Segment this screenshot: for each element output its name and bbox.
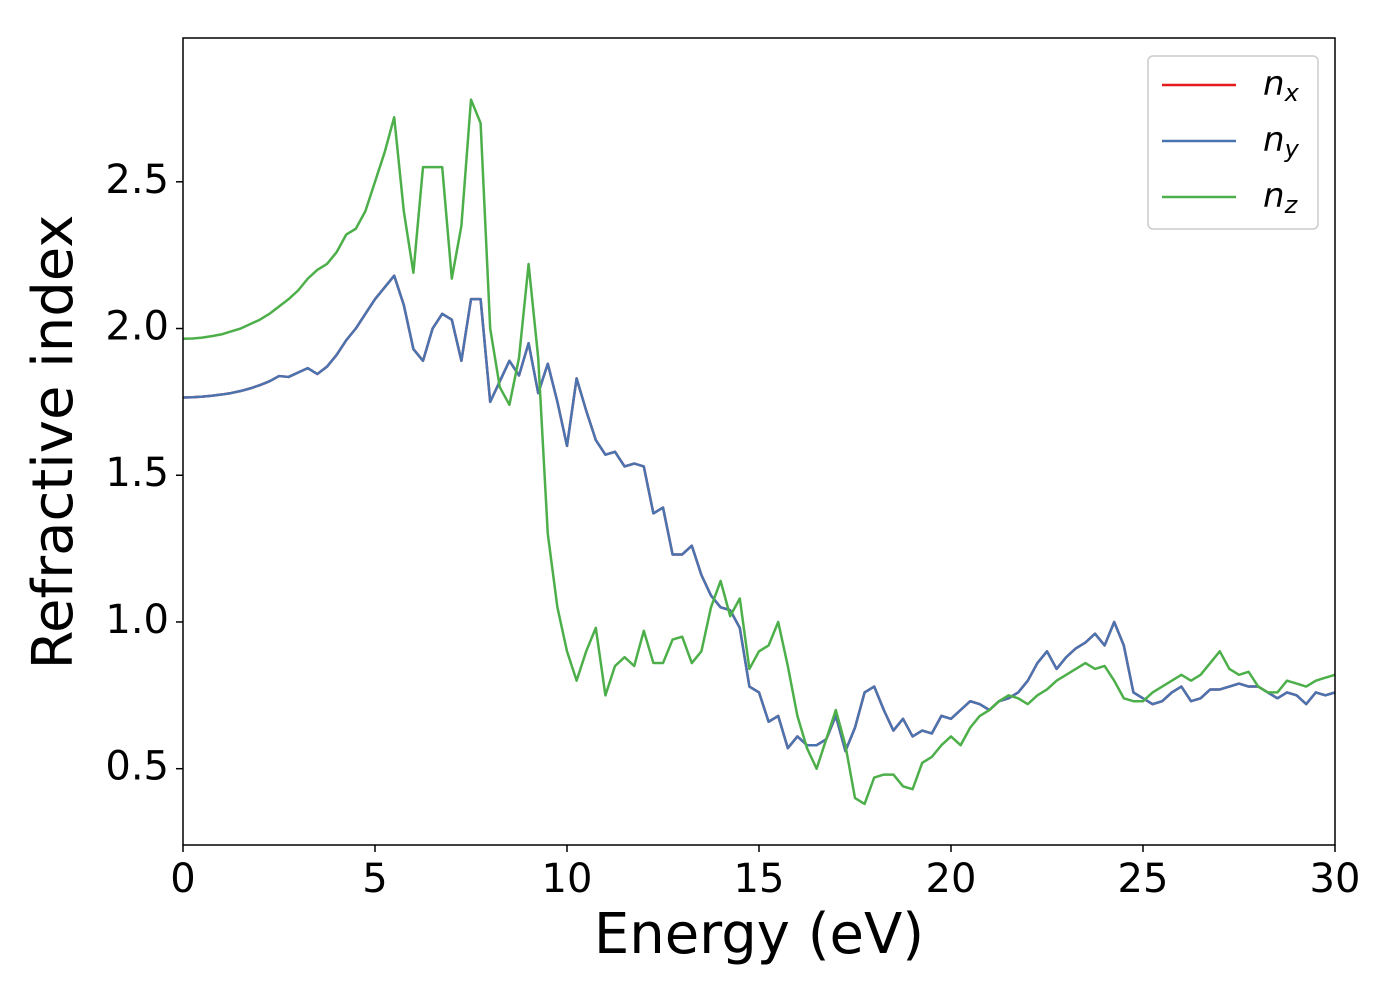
x-axis-label: Energy (eV) xyxy=(594,902,924,967)
series-line xyxy=(182,274,1336,753)
x-tick-label: 25 xyxy=(1118,856,1169,902)
plot-frame xyxy=(182,37,1336,846)
legend-frame xyxy=(1147,55,1319,230)
legend-label: nx xyxy=(1263,64,1300,108)
x-tick-label: 5 xyxy=(362,856,387,902)
legend-label: ny xyxy=(1263,120,1300,164)
y-tick-label: 1.0 xyxy=(105,597,169,643)
x-tick-label: 20 xyxy=(926,856,977,902)
x-tick-label: 0 xyxy=(170,856,195,902)
x-tick-label: 30 xyxy=(1310,856,1361,902)
series-line xyxy=(182,98,1336,806)
legend: nx ny nz xyxy=(1147,55,1319,230)
x-tick-label: 10 xyxy=(542,856,593,902)
y-tick-label: 2.0 xyxy=(105,304,169,350)
y-tick-label: 0.5 xyxy=(105,744,169,790)
x-tick-label: 15 xyxy=(734,856,785,902)
y-tick-label: 2.5 xyxy=(105,157,169,203)
y-tick-label: 1.5 xyxy=(105,450,169,496)
legend-label: nz xyxy=(1263,176,1299,220)
y-axis-label: Refractive index xyxy=(21,215,86,670)
